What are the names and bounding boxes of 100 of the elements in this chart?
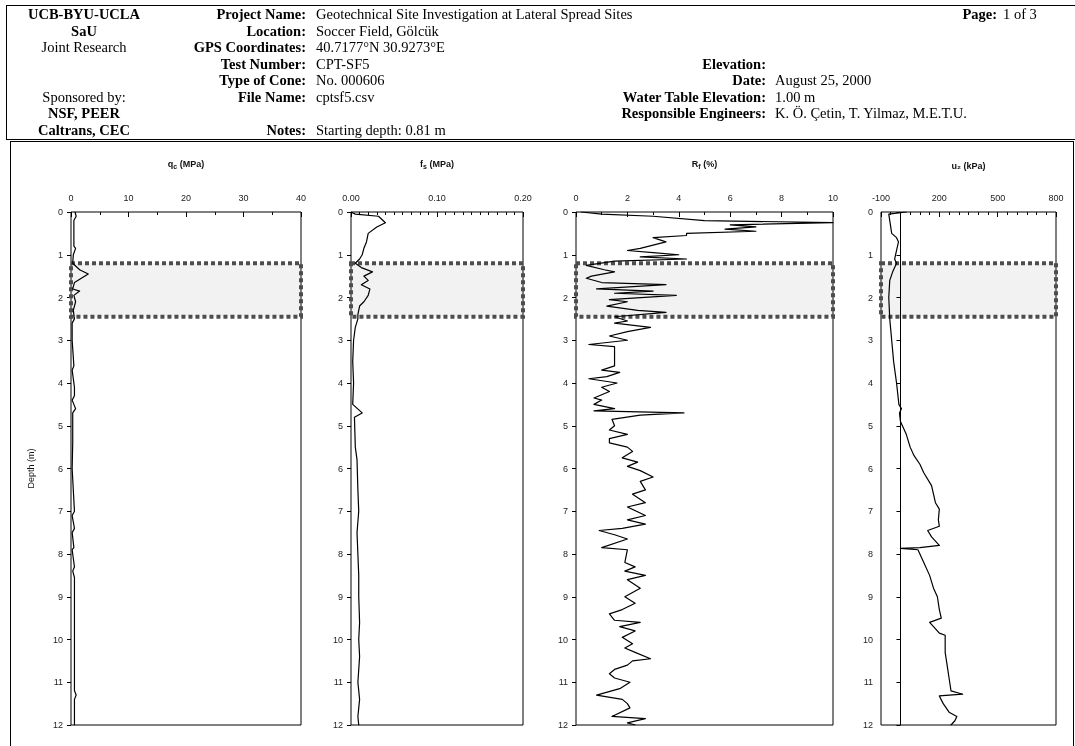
- y-tick-label: 5: [337, 420, 343, 431]
- y-tick-label: 4: [867, 378, 873, 388]
- x-tick-label: 40: [295, 192, 307, 203]
- text: Joint Research: [41, 39, 127, 56]
- y-tick-label: 9: [867, 591, 873, 602]
- y-tick-label: 8: [867, 549, 873, 559]
- text: No. 000606: [316, 72, 385, 89]
- y-tick-label: 2: [57, 292, 63, 303]
- y-tick-label: 3: [562, 335, 568, 346]
- x-tick-label: 4: [676, 192, 682, 203]
- x-tick-label: 500: [990, 192, 1006, 203]
- y-tick-label: 1: [867, 249, 873, 260]
- x-tick-label: 0.00: [342, 192, 360, 203]
- y-tick-label: 4: [57, 378, 63, 388]
- y-tick-label: 11: [558, 677, 568, 688]
- y-tick-label: 0: [867, 207, 873, 217]
- y-tick-label: 6: [57, 463, 63, 474]
- x-tick-label: 10: [123, 192, 134, 203]
- y-tick-label: 8: [562, 549, 568, 559]
- text: August 25, 2000: [775, 72, 872, 89]
- y-tick-label: 0: [562, 207, 568, 217]
- x-tick-label: 2: [624, 192, 630, 203]
- y-tick-label: 10: [557, 634, 568, 645]
- y-tick-label: 7: [337, 506, 343, 517]
- text: Elevation:: [702, 55, 766, 73]
- text: Responsible Engineers:: [621, 105, 766, 122]
- text: Notes:: [266, 121, 306, 139]
- y-tick-label: 11: [863, 677, 873, 688]
- x-tick-label: 8: [779, 192, 785, 203]
- y-tick-label: 12: [52, 720, 63, 730]
- y-tick-label: 7: [562, 506, 568, 517]
- text: K. Ö. Çetin, T. Yilmaz, M.E.T.U.: [775, 105, 967, 122]
- y-tick-label: 1: [337, 249, 343, 260]
- y-tick-label: 9: [562, 591, 568, 602]
- y-tick-label: 12: [332, 720, 343, 730]
- x-tick-label: 0.20: [514, 192, 532, 203]
- y-tick-label: 12: [557, 720, 568, 730]
- text: cptsf5.csv: [316, 88, 375, 106]
- text: CPT-SF5: [316, 55, 370, 73]
- x-tick-label: 20: [180, 192, 192, 203]
- y-tick-label: 3: [57, 335, 63, 346]
- x-tick-label: 0: [573, 192, 579, 203]
- x-tick-label: 30: [238, 192, 249, 203]
- text: NSF, PEER: [48, 105, 120, 122]
- text: Water Table Elevation:: [622, 88, 766, 106]
- y-tick-label: 9: [337, 591, 343, 602]
- y-tick-label: 11: [53, 677, 63, 688]
- text: Location:: [246, 22, 306, 40]
- text: Date:: [732, 72, 766, 89]
- text: Soccer Field, Gölcük: [316, 22, 439, 40]
- y-tick-label: 0: [337, 207, 343, 217]
- text: File Name:: [237, 88, 306, 106]
- y-tick-label: 10: [332, 634, 343, 645]
- y-tick-label: 11: [333, 677, 343, 688]
- y-tick-label: 3: [867, 335, 873, 346]
- text: GPS Coordinates:: [193, 39, 306, 56]
- y-tick-label: 2: [337, 292, 343, 303]
- x-tick-label: -100: [871, 192, 891, 203]
- text: 1.00 m: [775, 88, 816, 106]
- text: Caltrans, CEC: [38, 121, 130, 139]
- y-tick-label: 8: [337, 549, 343, 559]
- y-tick-label: 10: [862, 634, 873, 645]
- y-tick-label: 6: [867, 463, 873, 474]
- text: SaU: [71, 22, 97, 40]
- y-axis-title: Depth (m): [25, 448, 36, 489]
- text: Type of Cone:: [219, 72, 306, 89]
- x-tick-label: 800: [1048, 192, 1064, 203]
- x-tick-label: 6: [727, 192, 733, 203]
- x-axis-title: u₂ (kPa): [951, 160, 986, 171]
- text: Starting depth: 0.81 m: [316, 121, 446, 139]
- y-tick-label: 12: [862, 720, 873, 730]
- x-tick-label: 10: [827, 192, 839, 203]
- text: UCB-BYU-UCLA: [28, 6, 140, 23]
- y-tick-label: 5: [867, 420, 873, 431]
- text: 40.7177°N 30.9273°E: [316, 39, 445, 56]
- y-tick-label: 7: [867, 506, 873, 517]
- y-tick-label: 1: [562, 249, 568, 260]
- y-tick-label: 2: [867, 292, 873, 303]
- text: Sponsored by:: [42, 88, 126, 106]
- y-tick-label: 10: [52, 634, 63, 645]
- y-tick-label: 8: [57, 549, 63, 559]
- y-tick-label: 3: [337, 335, 343, 346]
- text: 1 of 3: [1003, 6, 1037, 23]
- y-tick-label: 1: [57, 249, 63, 260]
- text: Test Number:: [220, 55, 306, 73]
- y-tick-label: 5: [562, 420, 568, 431]
- y-tick-label: 0: [57, 207, 63, 217]
- x-tick-label: 0.10: [428, 192, 446, 203]
- text: Project Name:: [216, 6, 306, 23]
- y-tick-label: 2: [562, 292, 568, 303]
- y-tick-label: 6: [337, 463, 343, 474]
- x-tick-label: 200: [931, 192, 947, 203]
- y-tick-label: 6: [562, 463, 568, 474]
- y-tick-label: 5: [57, 420, 63, 431]
- x-tick-label: 0: [68, 192, 74, 203]
- y-tick-label: 4: [562, 378, 568, 388]
- y-tick-label: 7: [57, 506, 63, 517]
- text: Page:: [962, 6, 997, 23]
- y-tick-label: 4: [337, 378, 343, 388]
- y-tick-label: 9: [57, 591, 63, 602]
